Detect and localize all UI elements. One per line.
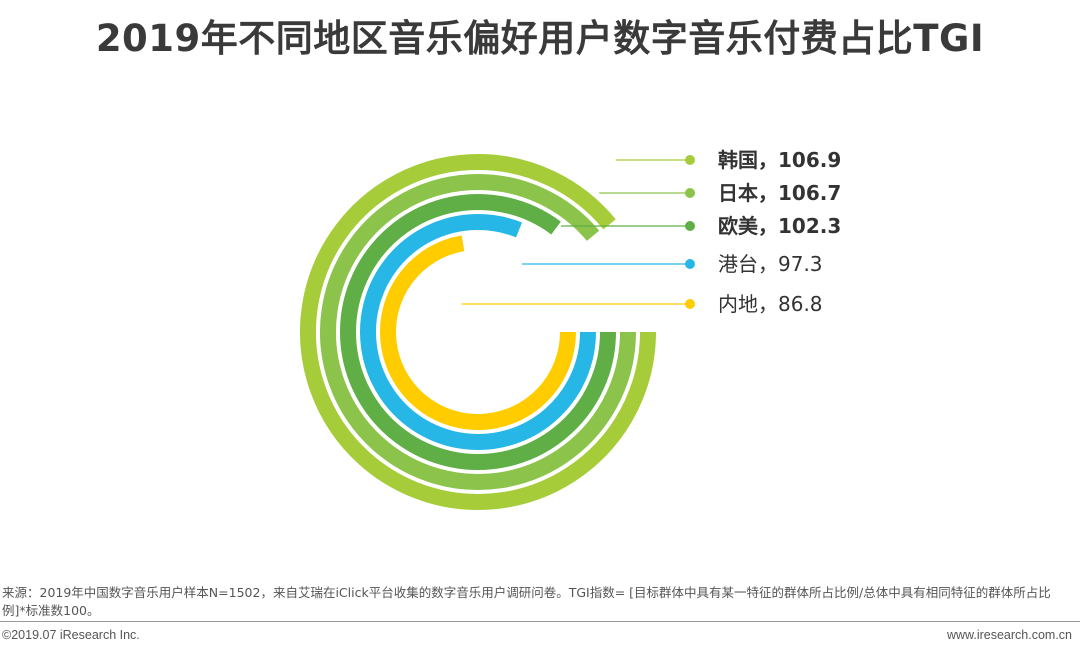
website-link[interactable]: www.iresearch.com.cn (946, 628, 1072, 642)
legend-label-韩国: 韩国，106.9 (718, 148, 842, 172)
legend-dot-内地 (685, 299, 695, 309)
legend-label-内地: 内地，86.8 (718, 292, 823, 316)
footer-divider (0, 621, 1080, 622)
legend-dot-韩国 (685, 155, 695, 165)
arc-欧美 (340, 194, 616, 470)
legend-label-日本: 日本，106.7 (718, 181, 842, 205)
arc-韩国 (300, 154, 656, 510)
copyright-text: ©2019.07 iResearch Inc. (2, 628, 140, 642)
source-note: 来源：2019年中国数字音乐用户样本N=1502，来自艾瑞在iClick平台收集… (2, 585, 1051, 618)
legend-label-欧美: 欧美，102.3 (718, 214, 842, 238)
legend-dot-日本 (685, 188, 695, 198)
arc-日本 (320, 174, 636, 490)
legend-dot-港台 (685, 259, 695, 269)
legend-dot-欧美 (685, 221, 695, 231)
legend-label-港台: 港台，97.3 (718, 252, 823, 276)
chart-title: 2019年不同地区音乐偏好用户数字音乐付费占比TGI (95, 17, 985, 60)
arc-内地 (380, 235, 576, 430)
arc-港台 (360, 214, 596, 450)
